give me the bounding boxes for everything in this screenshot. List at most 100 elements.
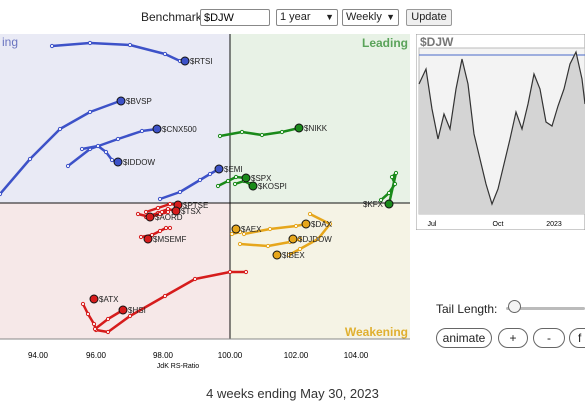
tail-point [105,316,111,322]
mini-price-line [418,50,585,206]
tail-point [297,236,303,242]
tail-point [109,157,115,163]
tail-point [237,241,243,247]
tail-point [225,178,231,184]
tail-point [393,170,399,176]
x-tick-label: 104.00 [344,351,369,360]
tail-point [279,129,285,135]
symbol-label: $DJDOW [298,235,332,244]
benchmark-input[interactable] [200,9,270,26]
x-tick-label: 94.00 [28,351,49,360]
f-button[interactable]: f [569,328,585,348]
symbol-head[interactable] [171,206,181,216]
x-tick-label: 102.00 [284,351,309,360]
rrg-chart: ing Leading Weakening $RTSI$BVSP$CNX500$… [0,34,410,370]
x-tick-label: 96.00 [86,351,107,360]
lagging-quadrant [0,203,230,339]
tail-point [217,133,223,139]
symbol-head[interactable] [214,164,224,174]
tail-point [378,197,384,203]
symbol-head[interactable] [384,199,394,209]
tail-point [197,177,203,183]
symbol-label: $AORD [155,213,183,222]
tail-point [233,174,239,180]
improving-label: ing [2,35,18,49]
tail-length-slider-handle[interactable] [508,300,521,313]
mini-chart-title: $DJW [420,35,454,49]
tail-point [265,243,271,249]
tail-point [135,211,141,217]
tail-point [149,232,155,238]
tail-point [207,171,213,177]
tail-point [267,226,273,232]
tail-point [103,149,109,155]
mini-price-area [419,52,585,214]
tail-line [81,270,248,334]
tail-line [216,175,248,188]
tail-point [392,181,398,187]
tail-point [87,40,93,46]
tail-point [80,301,86,307]
chevron-down-icon: ▼ [386,12,395,22]
tail-point [92,326,98,332]
mini-x-label: Jul [428,221,437,228]
tail-point [115,136,121,142]
minus-button[interactable]: - [533,328,565,348]
tail-point [143,209,149,215]
tail-point [293,223,299,229]
tail-point [27,156,33,162]
tail-length-label: Tail Length: [436,302,498,316]
tail-point [167,201,173,207]
symbol-head[interactable] [113,157,123,167]
tail-point [139,128,145,134]
symbol-head[interactable] [152,124,162,134]
tail-point [138,234,144,240]
symbol-head[interactable] [116,96,126,106]
tail-point [95,143,101,149]
tail-point [241,231,247,237]
rrg-heads: $RTSI $BVSP $CNX500 $IDDOW $EMI $NIKK $SPX$KOS… [89,56,394,315]
symbol-head[interactable] [294,123,304,133]
symbol-head[interactable] [89,294,99,304]
animate-button[interactable]: animate [436,328,492,348]
symbol-label: $PTSE [183,201,208,210]
weakening-label: Weakening [345,325,408,339]
tail-point [286,252,292,258]
symbol-label: $BVSP [126,97,152,106]
tail-point [127,313,133,319]
tail-point [127,42,133,48]
symbol-head[interactable] [272,250,282,260]
symbol-head[interactable] [241,173,251,183]
tail-line [242,222,308,236]
symbol-label: $SPX [251,174,272,183]
symbol-head[interactable] [288,234,298,244]
x-tick-label: 98.00 [153,351,174,360]
tail-point [87,109,93,115]
symbol-label: $NIKK [304,124,328,133]
symbol-head[interactable] [301,219,311,229]
update-button[interactable]: Update [406,9,452,26]
benchmark-label: Benchmark: [141,10,206,24]
chevron-down-icon: ▼ [325,12,334,22]
tail-point [239,129,245,135]
symbol-head[interactable] [248,181,258,191]
tail-length-slider[interactable] [506,307,585,310]
period-select[interactable]: 1 year ▼ [276,9,338,26]
tail-point [159,209,165,215]
symbol-label: $IBEX [282,251,305,260]
symbol-head[interactable] [180,56,190,66]
symbol-head[interactable] [145,212,155,222]
symbol-head[interactable] [118,305,128,315]
tail-point [155,205,161,211]
symbol-head[interactable] [143,234,153,244]
tail-point [192,276,198,282]
benchmark-mini-chart: $DJW Jul Oct 2023 [416,34,585,230]
tail-point [389,174,395,180]
plus-button[interactable]: + [498,328,528,348]
interval-select[interactable]: Weekly ▼ [342,9,399,26]
interval-select-value: Weekly [346,11,382,23]
tail-point [79,146,85,152]
symbol-label: $TSX [181,207,202,216]
improving-quadrant [0,34,230,203]
symbol-head[interactable] [231,224,241,234]
